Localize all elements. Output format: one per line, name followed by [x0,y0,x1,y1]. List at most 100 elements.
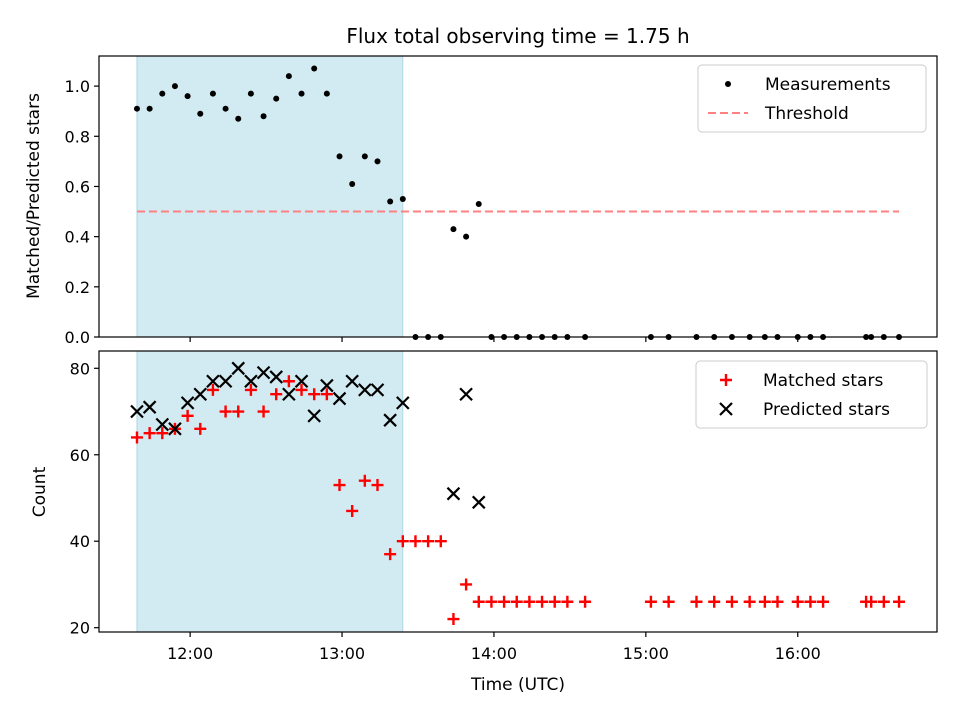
matched-point [579,595,592,608]
predicted-point [269,370,283,384]
predicted-point [231,361,246,376]
legend-marker [725,81,731,87]
measurement-point [298,90,305,97]
predicted-point [332,391,347,406]
y-tick-label: 40 [70,532,90,551]
predicted-point [307,409,321,423]
legend-marker [720,374,732,386]
measurement-point [450,226,457,233]
matched-point [206,383,219,396]
y-tick-label: 60 [70,446,90,465]
matched-point [244,383,257,396]
legend-1: Matched stars Predicted stars [695,360,928,429]
predicted-point [244,374,258,389]
y-tick-label: 0.4 [65,228,90,247]
matched-point [485,595,498,608]
measurement-point [184,93,191,100]
plot-marks [130,65,906,626]
measurement-point [247,90,254,97]
predicted-point [168,422,182,436]
matched-point [409,535,422,548]
matched-point [219,405,232,418]
y-tick-label: 80 [70,359,90,378]
x-tick-label: 15:00 [623,644,669,663]
matched-point [257,405,270,418]
matched-point [644,595,657,608]
matched-point [758,595,771,608]
matched-point [396,535,409,548]
measurement-point [222,105,229,112]
matched-point [320,388,333,401]
y-tick-label: 0.0 [65,328,90,347]
matched-point [181,409,194,422]
predicted-point [471,495,486,510]
matched-point [472,595,485,608]
legend-label: Matched stars [763,371,883,391]
matched-point [447,613,460,626]
measurement-point [349,180,356,187]
x-axis-label: Time (UTC) [470,675,565,695]
matched-point [791,595,804,608]
matched-point [460,578,473,591]
measurement-point [399,196,406,203]
predicted-point [180,396,195,410]
axes-frame-0 [98,55,938,338]
matched-point [346,504,359,517]
predicted-point [370,383,385,397]
matched-point [725,595,738,608]
predicted-point [294,374,309,389]
matched-point [194,422,207,435]
x-tick-label: 14:00 [471,644,517,663]
measurement-point [171,83,178,90]
series-matched-stars [130,375,906,626]
matched-point [523,595,536,608]
top-y-axis-label: Matched/Predicted stars [24,93,44,299]
measurement-point [273,95,280,102]
measurement-point [311,65,318,72]
predicted-point [282,387,296,402]
legend-marker [719,402,733,416]
measurement-point [463,233,470,240]
legend-0: Measurements Threshold [697,64,927,133]
matched-point [308,388,321,401]
measurement-point [146,105,153,112]
x-tick-label: 12:00 [167,644,213,663]
y-tick-label: 20 [70,619,90,638]
shaded-spans [136,55,404,633]
matched-point [708,595,721,608]
measurement-point [209,90,216,97]
matched-point [510,595,523,608]
matched-point [662,595,675,608]
matched-point [156,427,169,440]
predicted-point [142,400,157,414]
measurement-point [374,158,381,165]
measurement-point [133,105,140,112]
y-tick-label: 0.2 [65,278,90,297]
matched-point [561,595,574,608]
measurement-point [235,115,242,122]
matched-point [877,595,890,608]
measurement-point [285,73,292,80]
axes-frame-1 [98,350,938,633]
predicted-point [130,404,144,419]
matched-point [536,595,549,608]
measurement-point [197,110,204,117]
matched-point [143,427,156,440]
matched-point [434,535,447,548]
bottom-y-axis-label: Count [30,466,50,517]
x-tick-label: 13:00 [319,644,365,663]
measurement-point [336,153,343,160]
matched-point [371,479,384,492]
predicted-point [383,413,397,427]
y-tick-label: 1.0 [65,77,90,96]
matched-point [690,595,703,608]
measurement-point [260,113,267,120]
matched-point [282,375,295,388]
matched-point [130,431,143,444]
matched-point [333,479,346,492]
matched-point [422,535,435,548]
matched-point [384,548,397,561]
matched-point [804,595,817,608]
predicted-point [446,486,461,501]
matched-point [295,383,308,396]
